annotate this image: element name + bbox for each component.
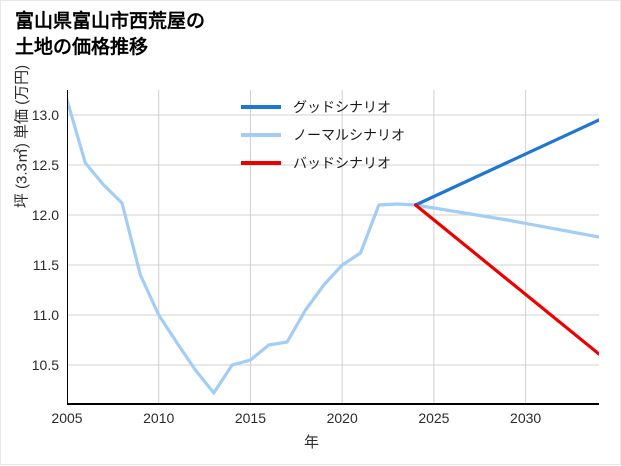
y-axis-tick-label: 11.0 — [32, 307, 59, 323]
legend-item[interactable]: バッドシナリオ — [241, 149, 491, 177]
x-axis-tick-label: 2005 — [51, 410, 83, 426]
x-axis-tick-label: 2020 — [326, 410, 358, 426]
y-axis-tick-label: 11.5 — [32, 257, 59, 273]
x-axis-tick-label: 2030 — [510, 410, 542, 426]
y-axis-tick-label: 12.0 — [31, 207, 59, 223]
series-line — [67, 98, 599, 395]
chart-canvas — [67, 90, 599, 405]
x-axis-tick-labels: 2005 2010 2015 2020 2025 2030 — [1, 410, 621, 430]
legend-item[interactable]: グッドシナリオ — [241, 93, 491, 121]
x-axis-label: 年 — [303, 434, 319, 451]
y-axis-tick-label: 10.5 — [31, 357, 59, 373]
x-axis-tick-label: 2010 — [143, 410, 175, 426]
data-series-lines — [67, 98, 599, 395]
legend-item-label: ノーマルシナリオ — [293, 127, 405, 143]
legend-color-swatch — [241, 133, 281, 137]
x-axis-tick-label: 2025 — [418, 410, 450, 426]
plot-area — [67, 90, 599, 405]
chart-legend: グッドシナリオ ノーマルシナリオ バッドシナリオ — [241, 93, 491, 177]
x-axis-tick-label: 2015 — [234, 410, 267, 426]
gridlines — [67, 90, 599, 405]
y-axis-tick-label: 12.5 — [31, 157, 59, 173]
legend-color-swatch — [241, 105, 281, 109]
y-axis-tick-labels: 10.5 11.0 11.5 12.0 12.5 13.0 — [1, 90, 59, 405]
series-line — [413, 118, 599, 207]
legend-item-label: グッドシナリオ — [293, 99, 391, 115]
legend-color-swatch — [241, 161, 281, 165]
legend-item[interactable]: ノーマルシナリオ — [241, 121, 491, 149]
chart-title: 富山県富山市西荒屋の 土地の価格推移 — [15, 11, 206, 58]
legend-item-label: バッドシナリオ — [293, 155, 391, 171]
y-axis-tick-label: 13.0 — [31, 107, 59, 123]
series-line — [413, 203, 599, 356]
